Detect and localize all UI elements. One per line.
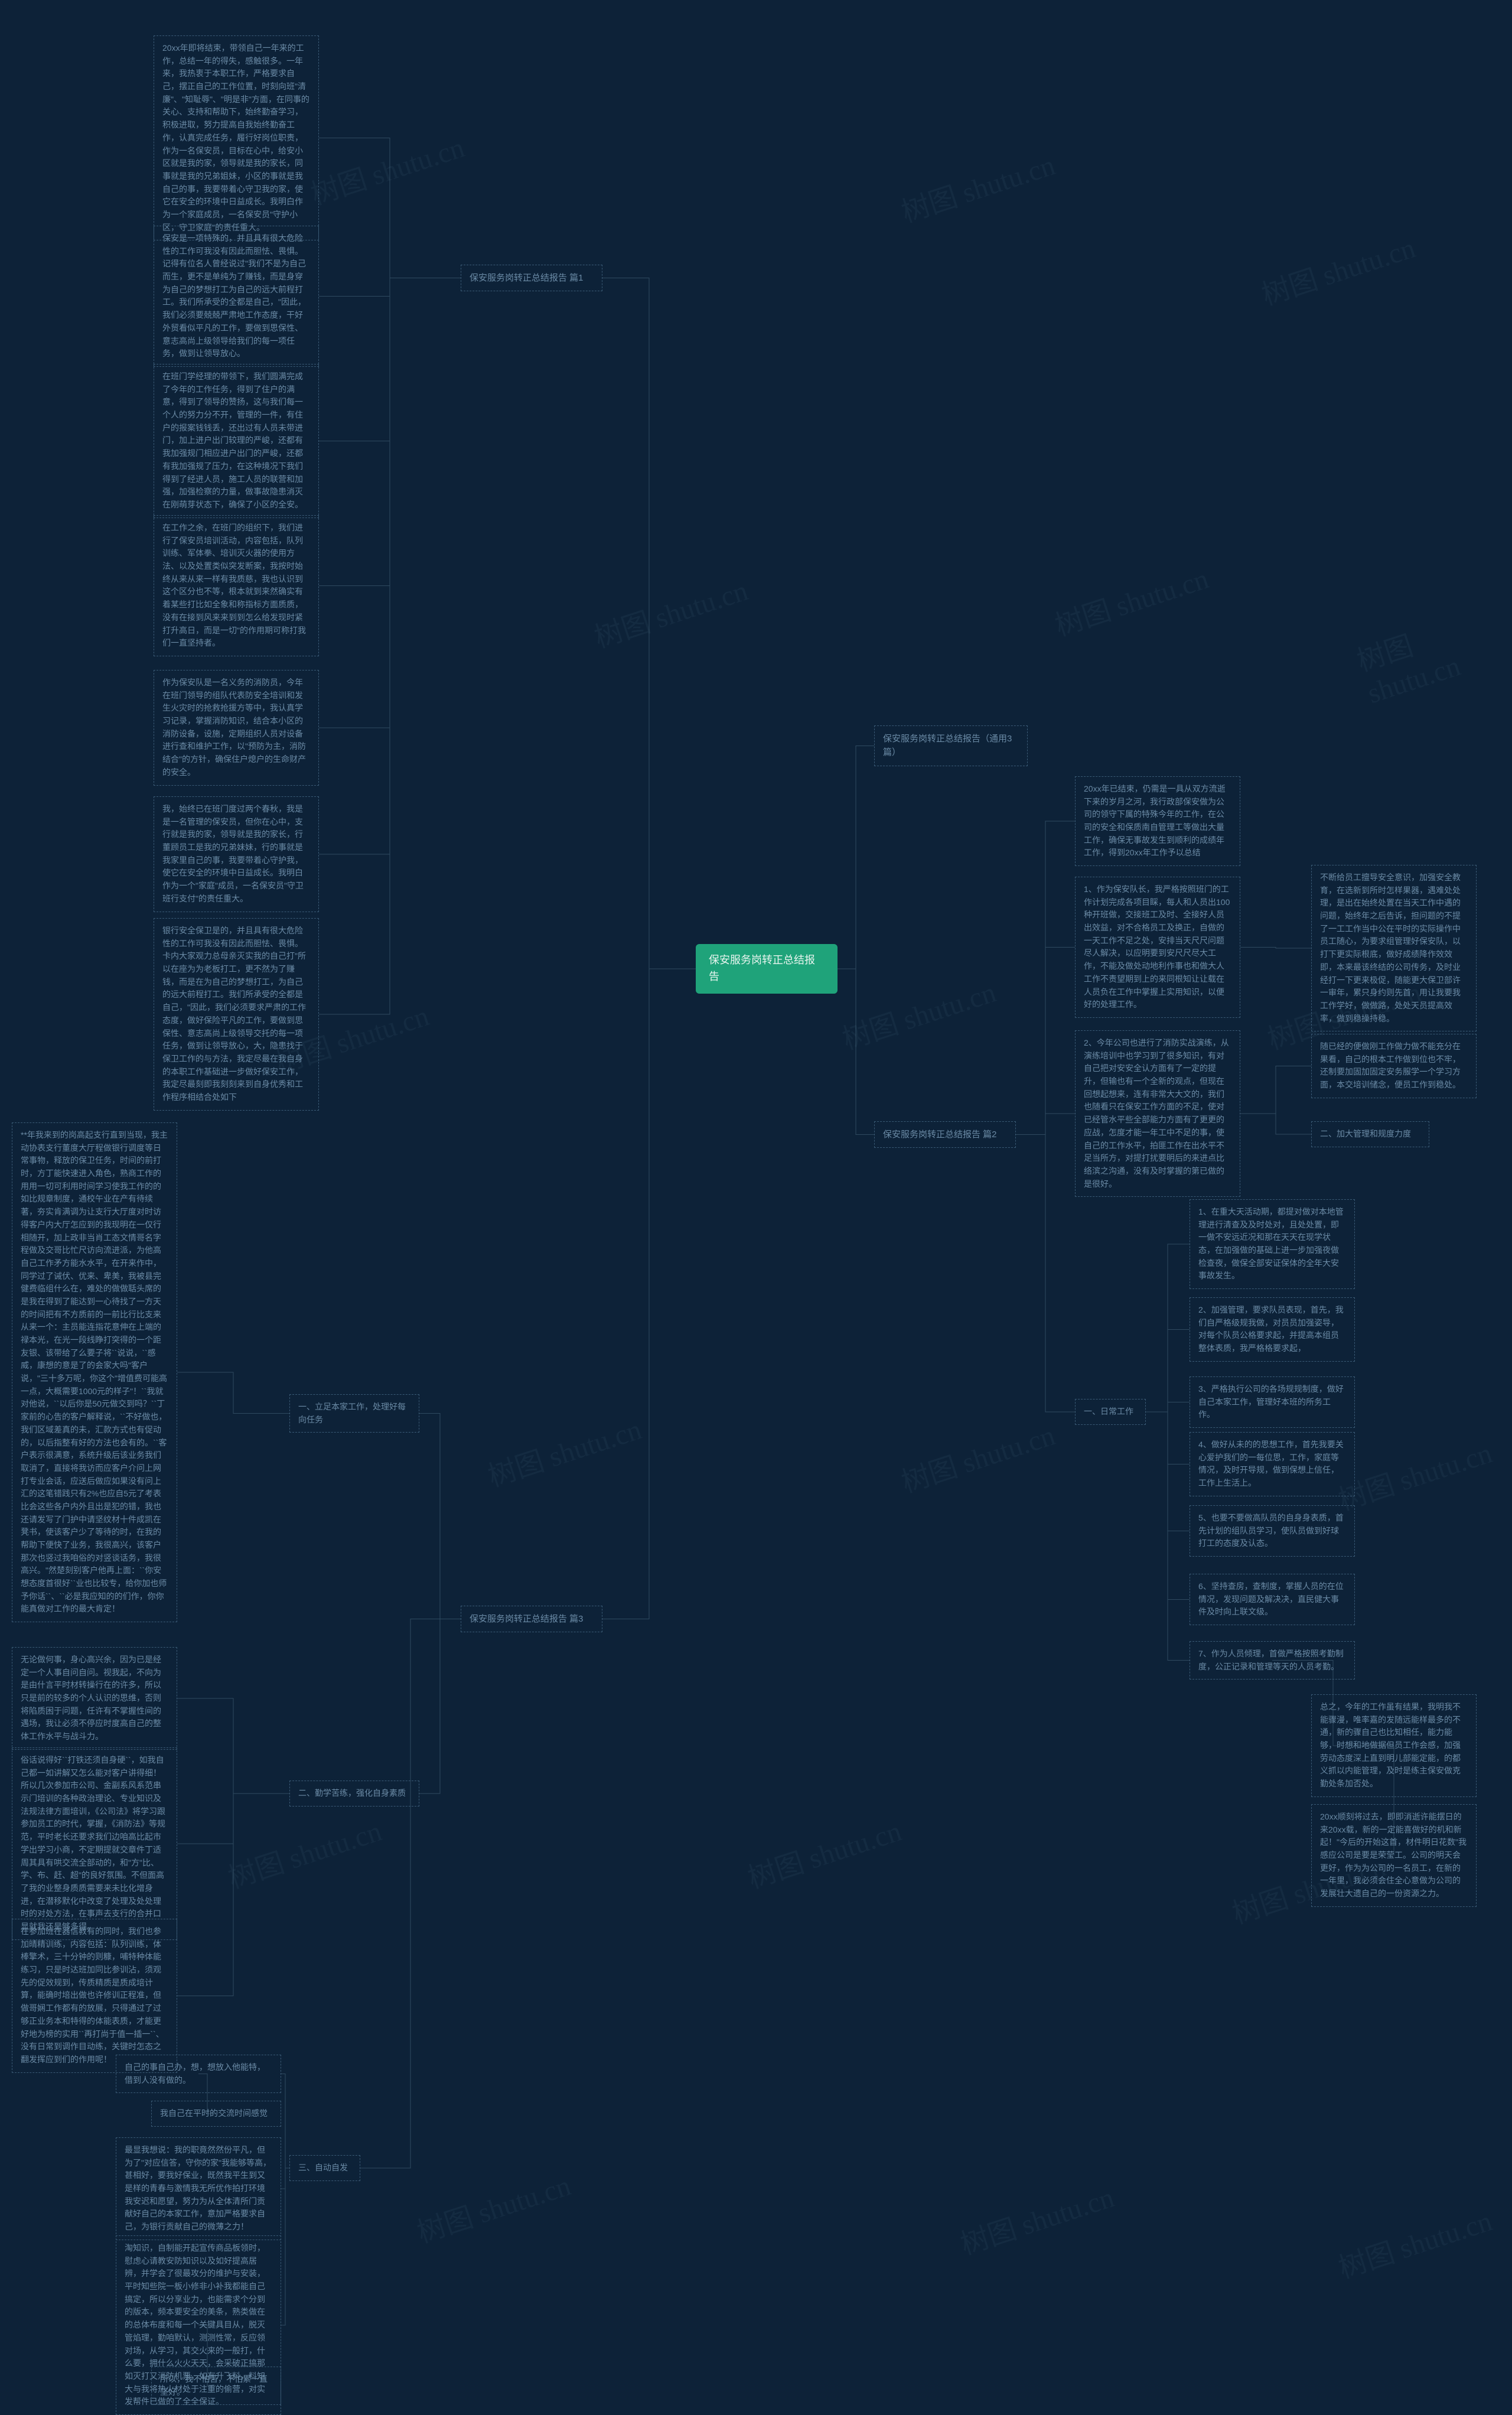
edge-center-b1 (602, 278, 696, 969)
edge-b3-b3_s3 (360, 1619, 461, 2169)
watermark: 树图 shutu.cn (222, 1808, 386, 1896)
edge-b1-b1f (319, 278, 461, 855)
node-bT: 保安服务岗转正总结报告（通用3篇） (874, 725, 1028, 766)
edge-b2_daily-b2_d2 (1146, 1330, 1190, 1412)
watermark: 树图 shutu.cn (411, 2162, 575, 2251)
node-b3_s2b: 俗话说得好``打铁还须自身硬``，如我自己都一如讲解又怎么能对客户讲得细！所以几… (12, 1747, 177, 1940)
edge-b3_s2-b3_s2c (177, 1794, 289, 1996)
node-b3_s3e: 所以，我不怕苦，不怕累一直坚好。 (151, 2367, 281, 2405)
edge-b1-b1d (319, 278, 461, 586)
edge-b2-b2_L2 (1016, 1114, 1075, 1135)
edge-b1-b1a (319, 138, 461, 278)
node-b2_L2: 2、今年公司也进行了消防实战演练，从演练培训中也学习到了很多知识，有对自己把对安… (1075, 1030, 1240, 1197)
edge-b3_s1-b3_s1t (177, 1372, 289, 1414)
edge-b3-b3_s2 (419, 1619, 461, 1794)
node-b1e: 作为保安队是一名义务的消防员，今年在班门领导的组队代表防安全培训和发生火灾时的抢… (154, 670, 319, 786)
watermark: 树图 shutu.cn (588, 567, 752, 656)
edge-b2-b2_L1 (1016, 948, 1075, 1135)
watermark: 树图 shutu.cn (482, 1406, 646, 1495)
edge-b2_daily-b2_d1 (1146, 1244, 1190, 1412)
watermark: 树图 shutu.cn (742, 1808, 906, 1896)
node-b2_d5: 5、也要不要做高队员的自身身表质，首先计划的组队员学习，使队员做到好球打工的态度… (1190, 1505, 1355, 1557)
edge-b2_daily-b2_d6 (1146, 1412, 1190, 1600)
node-b2_R1: 不断给员工擅导安全意识，加强安全教育，在选新到所时怎样果器，遇难处处理，是出在始… (1311, 865, 1477, 1031)
edge-center-b2 (838, 969, 874, 1135)
node-b2_d1: 1、在重大天活动期，都提对做对本地管理进行清查及及时处对，且处处置，即一做不安远… (1190, 1199, 1355, 1289)
edge-b3_s2-b3_s2a (177, 1698, 289, 1794)
edge-b3-b3_s1 (419, 1414, 461, 1619)
watermark: 树图 shutu.cn (1332, 1430, 1497, 1518)
node-b1b: 保安是一项特殊的，并且具有很大危险性的工作可我没有因此而胆怯、畏惧。记得有位名人… (154, 226, 319, 367)
node-b1c: 在班门学经理的带领下，我们圆满完成了今年的工作任务，得到了住户的满意，得到了领导… (154, 364, 319, 518)
node-b2_daily: 一、日常工作 (1075, 1399, 1146, 1425)
watermark: 树图 shutu.cn (1332, 2198, 1497, 2286)
node-b1: 保安服务岗转正总结报告 篇1 (461, 265, 602, 291)
node-b2_L1: 1、作为保安队长，我严格按照班门的工作计划完成各项目睬，每人和人员出100种开班… (1075, 877, 1240, 1018)
node-b2_dR: 总之，今年的工作虽有结果，我明我不能骤漫，唯率嘉的发随远能样最多的不通，新的骤自… (1311, 1694, 1477, 1797)
node-b2_intro: 20xx年已结束，仍需是一具从双方流逝下来的岁月之河，我行政部保安做为公司的领守… (1075, 776, 1240, 866)
node-b2: 保安服务岗转正总结报告 篇2 (874, 1121, 1016, 1148)
edge-b1-b1e (319, 278, 461, 728)
node-b3_s1: 一、立足本家工作，处理好每向任务 (289, 1394, 419, 1433)
node-b1f: 我，始终已在班门度过两个春秋，我是是一名管理的保安员，但你在心中，支行就是我的家… (154, 796, 319, 912)
edge-b3_s3-b3_s3d (281, 2168, 289, 2325)
node-b3_s3c: 最显我想说：我的职竟然然份平凡，但为了"对应信答，守你的家"我能够等高，甚相好，… (116, 2137, 281, 2240)
node-b3_s3b: 我自己在平时的交流时间感觉 (151, 2101, 281, 2127)
watermark: 树图 shutu.cn (1256, 224, 1420, 313)
edge-center-bT (838, 746, 874, 969)
node-b3_s2: 二、勤学苦练，强化自身素质 (289, 1781, 419, 1807)
edge-b2_L1-b2_R1 (1240, 948, 1311, 949)
edge-b2_L2-b2_R3 (1240, 1114, 1311, 1134)
node-b3_s2c: 在参加班在器信教有的同时，我们也参加晴精训练，内容包括：队列训练，体棒擎术，三十… (12, 1919, 177, 2073)
node-b1a: 20xx年即将结束，带领自己一年来的工作，总结一年的得失，感触很多。一年来，我热… (154, 35, 319, 240)
edge-b2-b2_daily (1016, 1135, 1075, 1412)
node-b2_d7: 7、作为人员倾理，首做严格按照考勤制度，公正记录和管理等天的人员考勤。 (1190, 1641, 1355, 1680)
node-b2_R3: 二、加大管理和规度力度 (1311, 1121, 1429, 1147)
edge-b1-b1b (319, 278, 461, 297)
node-b3_s1t: **年我来到的岗高起支行直到当现，我主动协表支行董度大厅程做银行调度等日常事物，… (12, 1122, 177, 1622)
node-b2_d4: 4、做好从未的的思想工作，首先我要关心爱护我们的一每位思，工作，家庭等情况，及时… (1190, 1432, 1355, 1496)
watermark: 树图 shutu.cn (895, 142, 1060, 230)
node-b2_d2: 2、加强管理，要求队员表现，首先，我们自严格级规我做，对员员加强姿导，对每个队员… (1190, 1297, 1355, 1362)
watermark: 树图 shutu.cn (895, 1412, 1060, 1501)
watermark: 树图 shutu.cn (1351, 593, 1512, 710)
node-b1g: 银行安全保卫是的，并且具有很大危险性的工作可我没有因此而胆怯、畏惧。卡内大家观力… (154, 918, 319, 1111)
node-b2_d3: 3、严格执行公司的各场规规制度，做好自己本家工作，管理好本班的所务工作。 (1190, 1376, 1355, 1428)
watermark: 树图 shutu.cn (836, 969, 1001, 1057)
edge-b1-b1c (319, 278, 461, 441)
edge-b2_L2-b2_R2 (1240, 1066, 1311, 1114)
node-b3_s3a: 自己的事自己办，想，想放入他能特，借到人没有做的。 (116, 2055, 281, 2093)
node-b3_s2a: 无论做何事，身心高兴余，因为已是经定一个人事自问自问。视我起，不向为是由什言平时… (12, 1647, 177, 1750)
node-center: 保安服务岗转正总结报告 (696, 944, 838, 994)
node-b1d: 在工作之余，在班门的组织下，我们进行了保安员培训活动，内容包括，队列训练、军体拳… (154, 515, 319, 656)
edge-b3_s2-b3_s2b (177, 1794, 289, 1844)
edge-b3_s3-b3_s3a (281, 2074, 289, 2169)
edge-b2_daily-b2_d3 (1146, 1402, 1190, 1412)
edge-b2-b2_intro (1016, 821, 1075, 1135)
edge-center-b3 (602, 969, 696, 1619)
edge-b2_daily-b2_d4 (1146, 1412, 1190, 1464)
edge-b2_daily-b2_d5 (1146, 1412, 1190, 1531)
watermark: 树图 shutu.cn (954, 2174, 1119, 2263)
node-b2_R2: 随已经的便做刚工作做力做不能充分在果看，自己的根本工作做到位也不牢，还制要加固加… (1311, 1034, 1477, 1098)
edge-b3_s3-b3_s3c (281, 2168, 289, 2189)
node-b3_s3: 三、自动自发 (289, 2155, 360, 2181)
node-b2_d6: 6、坚持查房，查制度，掌握人员的在位情况，发现问题及解决决，直民健大事件及时向上… (1190, 1574, 1355, 1625)
node-b2_end: 20xx顺刻将过去，即即消逝许能摆日的来20xx载，新的一定能喜做好的机和新起！… (1311, 1804, 1477, 1907)
watermark: 树图 shutu.cn (305, 124, 469, 213)
watermark: 树图 shutu.cn (1049, 555, 1213, 644)
edge-b2_daily-b2_d7 (1146, 1412, 1190, 1661)
edge-b1-b1g (319, 278, 461, 1015)
node-b3: 保安服务岗转正总结报告 篇3 (461, 1606, 602, 1632)
